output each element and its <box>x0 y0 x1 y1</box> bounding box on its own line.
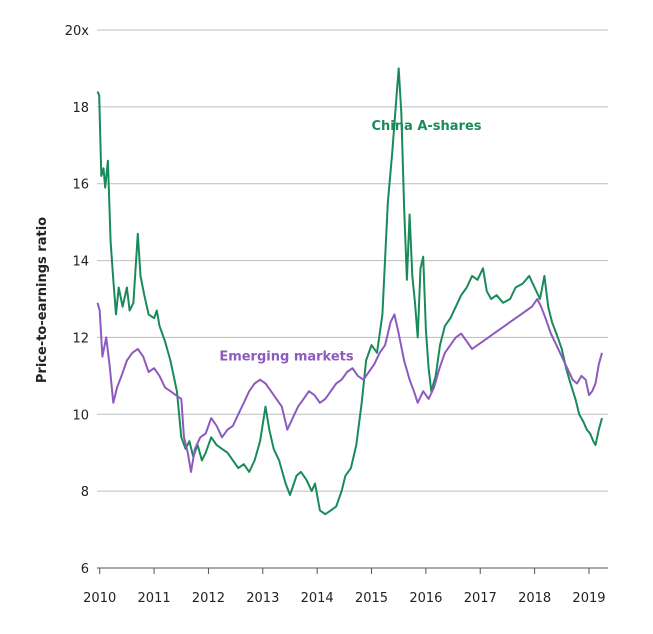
x-tick-label: 2016 <box>409 591 442 606</box>
gridlines <box>97 29 608 569</box>
x-tick-label: 2015 <box>355 591 388 606</box>
x-tick-label: 2013 <box>246 591 279 606</box>
y-tick-label: 20x <box>65 24 90 39</box>
y-tick-label: 18 <box>72 101 89 116</box>
x-tick-label: 2019 <box>572 591 605 606</box>
y-tick-label: 12 <box>72 331 89 346</box>
series-label-emerging-markets: Emerging markets <box>219 349 354 364</box>
y-tick-label: 6 <box>81 562 89 577</box>
x-axis-ticks: 2010 2011 2012 2013 2014 2015 2016 2017 2018 2019 <box>83 568 606 606</box>
series-label-china-a-shares: China A-shares <box>372 119 482 134</box>
series-lines <box>96 67 603 516</box>
y-tick-label: 10 <box>72 408 89 423</box>
series-line-china-a-shares <box>96 67 603 516</box>
x-tick-label: 2018 <box>518 591 551 606</box>
x-tick-label: 2017 <box>464 591 497 606</box>
series-line-emerging-markets <box>96 298 603 473</box>
y-axis-label: Price-to-earnings ratio <box>35 217 50 383</box>
y-tick-label: 16 <box>72 178 89 193</box>
x-tick-label: 2011 <box>138 591 171 606</box>
y-tick-label: 8 <box>81 485 89 500</box>
x-tick-label: 2012 <box>192 591 225 606</box>
y-tick-label: 14 <box>72 255 89 270</box>
x-tick-label: 2010 <box>83 591 116 606</box>
y-axis-ticks: 6 8 10 12 14 16 18 20x <box>65 24 90 577</box>
x-tick-label: 2014 <box>301 591 334 606</box>
series-annotations: China A-shares Emerging markets <box>219 119 481 365</box>
